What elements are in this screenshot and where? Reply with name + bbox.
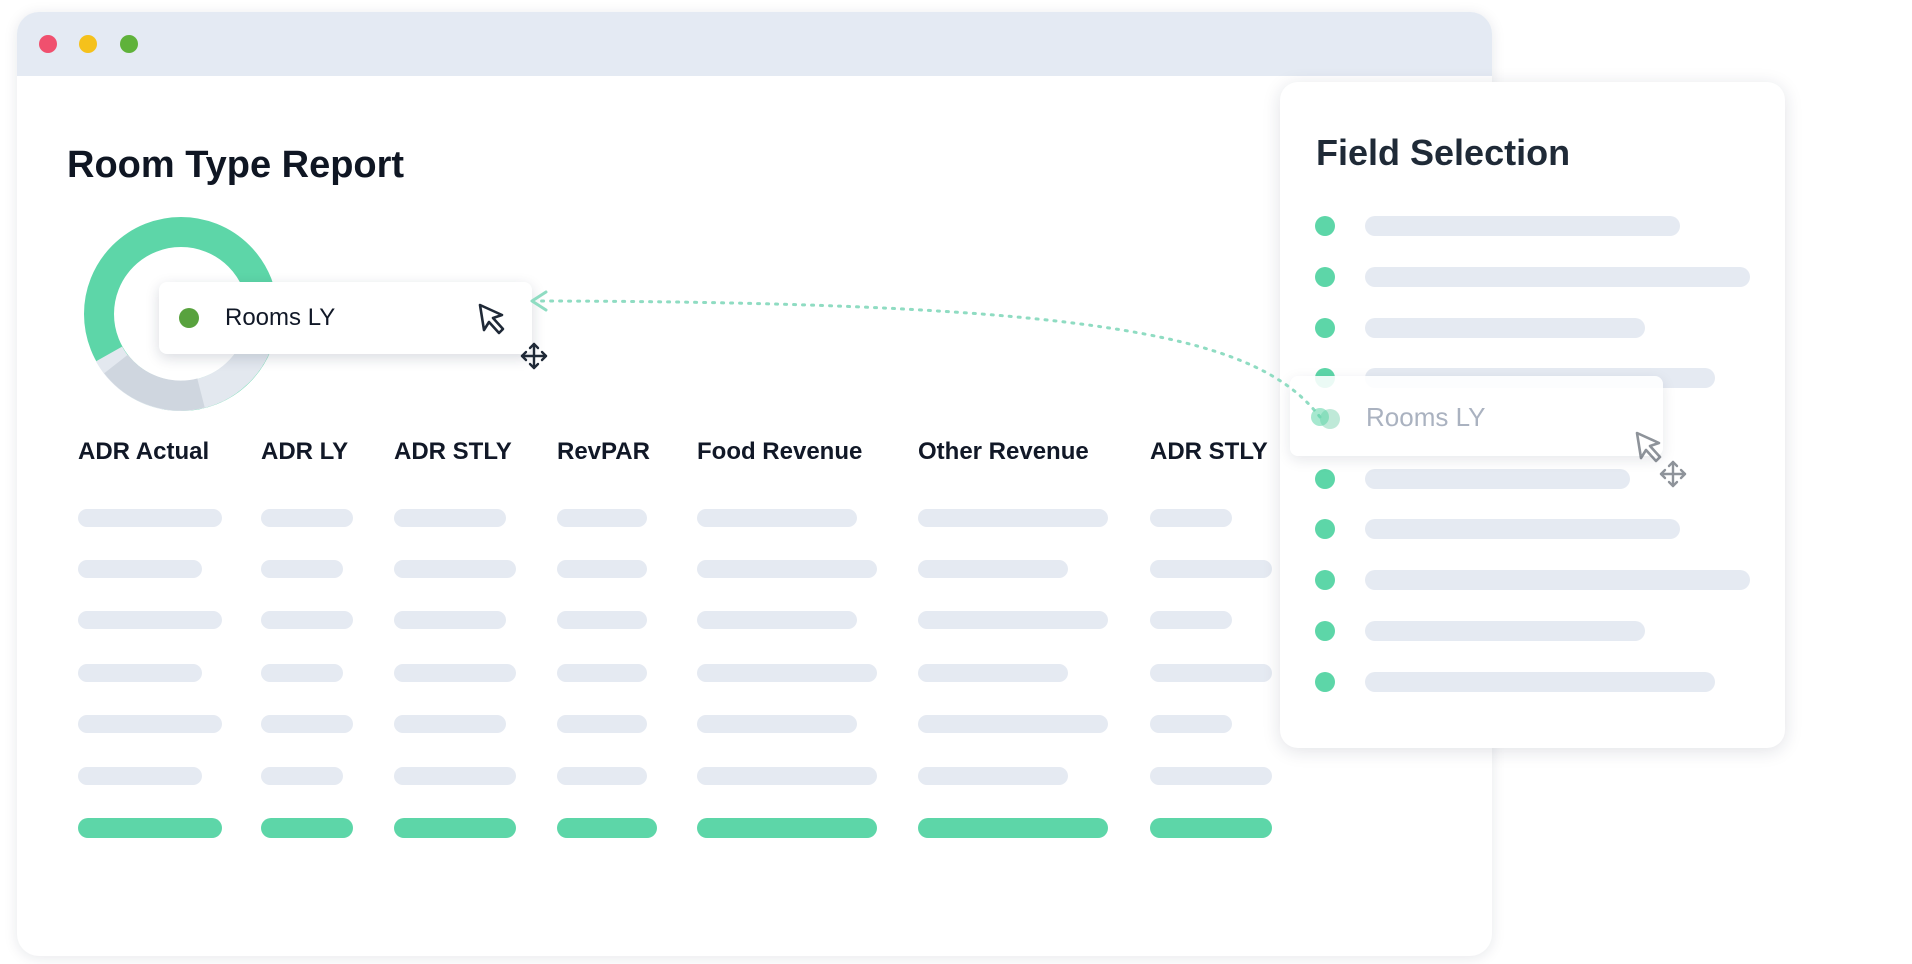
table-cell-placeholder — [918, 509, 1108, 527]
field-dot — [1315, 267, 1335, 287]
table-cell-placeholder — [394, 560, 516, 578]
table-cell-placeholder — [697, 664, 877, 682]
table-cell-placeholder — [1150, 509, 1232, 527]
table-total-bar — [1150, 818, 1272, 838]
field-status-dot — [179, 308, 199, 328]
table-cell-placeholder — [918, 664, 1068, 682]
table-cell-placeholder — [394, 611, 506, 629]
window-titlebar — [17, 12, 1492, 76]
ghost-field-label: Rooms LY — [1366, 402, 1486, 432]
table-cell-placeholder — [557, 715, 647, 733]
table-cell-placeholder — [261, 509, 353, 527]
table-cell-placeholder — [78, 767, 202, 785]
field-dot — [1315, 216, 1335, 236]
column-header-other-revenue[interactable]: Other Revenue — [918, 438, 1089, 465]
table-cell-placeholder — [697, 611, 857, 629]
column-header-adr-ly[interactable]: ADR LY — [261, 438, 349, 465]
table-cell-placeholder — [918, 611, 1108, 629]
table-cell-placeholder — [1150, 715, 1232, 733]
table-cell-placeholder — [261, 715, 353, 733]
table-cell-placeholder — [557, 560, 647, 578]
report-window: Room Type Report ADR Actual ADR LY ADR S… — [17, 12, 1492, 956]
table-cell-placeholder — [78, 664, 202, 682]
table-cell-placeholder — [1150, 767, 1272, 785]
table-cell-placeholder — [557, 767, 647, 785]
field-item-placeholder[interactable] — [1365, 621, 1645, 641]
table-cell-placeholder — [78, 715, 222, 733]
ghost-field-card[interactable]: Rooms LY — [1290, 376, 1663, 456]
field-dot — [1315, 621, 1335, 641]
table-cell-placeholder — [394, 509, 506, 527]
column-header-adr-stly[interactable]: ADR STLY — [394, 438, 512, 465]
field-dot — [1315, 672, 1335, 692]
table-cell-placeholder — [78, 509, 222, 527]
table-cell-placeholder — [918, 715, 1108, 733]
field-item-placeholder[interactable] — [1365, 318, 1645, 338]
table-cell-placeholder — [261, 611, 353, 629]
table-cell-placeholder — [394, 767, 516, 785]
dragged-field-label: Rooms LY — [225, 304, 336, 331]
table-cell-placeholder — [78, 560, 202, 578]
field-item-placeholder[interactable] — [1365, 519, 1680, 539]
table-total-bar — [918, 818, 1108, 838]
dragged-field-chip[interactable]: Rooms LY — [159, 282, 532, 354]
table-cell-placeholder — [918, 560, 1068, 578]
column-header-adr-actual[interactable]: ADR Actual — [78, 438, 210, 465]
table-cell-placeholder — [261, 767, 343, 785]
field-item-placeholder[interactable] — [1365, 267, 1750, 287]
field-dot — [1315, 318, 1335, 338]
close-window-button[interactable] — [39, 35, 57, 53]
table-cell-placeholder — [261, 664, 343, 682]
table-cell-placeholder — [1150, 560, 1272, 578]
table-cell-placeholder — [261, 560, 343, 578]
table-cell-placeholder — [918, 767, 1068, 785]
table-cell-placeholder — [557, 611, 647, 629]
table-cell-placeholder — [697, 509, 857, 527]
table-total-bar — [78, 818, 222, 838]
table-cell-placeholder — [394, 664, 516, 682]
column-header-revpar[interactable]: RevPAR — [557, 438, 650, 465]
field-dot — [1315, 570, 1335, 590]
panel-title: Field Selection — [1316, 132, 1571, 173]
field-item-placeholder[interactable] — [1365, 570, 1750, 590]
column-header-food-revenue[interactable]: Food Revenue — [697, 438, 863, 465]
table-cell-placeholder — [557, 664, 647, 682]
field-item-placeholder[interactable] — [1365, 672, 1715, 692]
column-header-adr-stly-2[interactable]: ADR STLY — [1150, 438, 1268, 465]
ghost-field-dot — [1320, 409, 1340, 429]
donut-segment-dark — [104, 354, 205, 411]
table-cell-placeholder — [697, 560, 877, 578]
table-cell-placeholder — [1150, 664, 1272, 682]
table-cell-placeholder — [1150, 611, 1232, 629]
table-cell-placeholder — [394, 715, 506, 733]
table-cell-placeholder — [78, 611, 222, 629]
field-item-placeholder[interactable] — [1365, 216, 1680, 236]
table-total-bar — [394, 818, 516, 838]
page-title: Room Type Report — [67, 144, 405, 186]
minimize-window-button[interactable] — [79, 35, 97, 53]
table-total-bar — [261, 818, 353, 838]
table-cell-placeholder — [697, 767, 877, 785]
maximize-window-button[interactable] — [120, 35, 138, 53]
table-total-bar — [557, 818, 657, 838]
field-item-placeholder[interactable] — [1365, 469, 1630, 489]
table-total-bar — [697, 818, 877, 838]
field-dot — [1315, 469, 1335, 489]
table-cell-placeholder — [557, 509, 647, 527]
table-cell-placeholder — [697, 715, 857, 733]
field-dot — [1315, 519, 1335, 539]
